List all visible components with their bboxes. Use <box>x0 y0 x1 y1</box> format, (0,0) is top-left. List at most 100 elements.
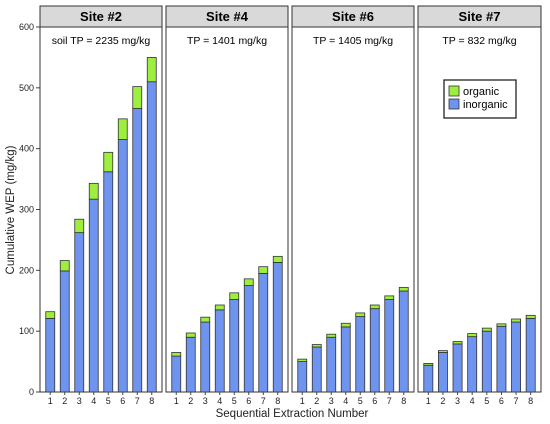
bar-organic <box>384 295 395 300</box>
x-tick-label: 8 <box>275 396 280 406</box>
y-axis: 0 100 200 300 400 500 600 <box>19 22 40 397</box>
bar-inorganic <box>525 317 536 393</box>
bar-organic <box>272 255 283 263</box>
facet-panel: Site #6 TP = 1405 mg/kg 1 2 3 4 5 6 7 8 <box>291 5 415 406</box>
bar-organic <box>467 333 478 338</box>
bar-organic <box>185 332 196 338</box>
bar-inorganic <box>171 355 182 393</box>
bar-inorganic <box>74 232 85 393</box>
bar-organic <box>326 333 337 338</box>
bar-inorganic <box>297 361 308 393</box>
x-tick-label: 5 <box>484 396 489 406</box>
x-tick-label: 6 <box>120 396 125 406</box>
x-tick-label: 7 <box>135 396 140 406</box>
y-tick-label: 500 <box>19 83 34 93</box>
bar-inorganic <box>200 321 211 393</box>
bar-inorganic <box>214 309 225 393</box>
facet-title: Site #7 <box>459 9 501 24</box>
y-tick-label: 200 <box>19 265 34 275</box>
x-tick-label: 6 <box>246 396 251 406</box>
bar-inorganic <box>272 262 283 393</box>
y-tick-label: 300 <box>19 205 34 215</box>
bar-organic <box>243 278 254 286</box>
bar-organic <box>214 304 225 311</box>
x-tick-label: 3 <box>455 396 460 406</box>
bar-organic <box>59 260 70 272</box>
bar-inorganic <box>496 325 507 393</box>
x-tick-label: 2 <box>440 396 445 406</box>
x-tick-label: 1 <box>174 396 179 406</box>
bar-organic <box>355 312 366 317</box>
bar-inorganic <box>326 336 337 393</box>
y-tick-label: 400 <box>19 144 34 154</box>
x-tick-label: 8 <box>401 396 406 406</box>
facet-annotation: TP = 1401 mg/kg <box>187 35 267 47</box>
bar-inorganic <box>117 139 128 393</box>
bar-inorganic <box>146 81 157 393</box>
facet-title: Site #2 <box>80 9 122 24</box>
bar-inorganic <box>355 316 366 393</box>
bar-organic <box>74 218 85 234</box>
x-tick-label: 5 <box>358 396 363 406</box>
bar-inorganic <box>258 272 269 393</box>
bar-organic <box>297 358 308 362</box>
bar-organic <box>229 292 240 300</box>
facet-plot-area <box>39 26 163 393</box>
bar-inorganic <box>132 108 143 393</box>
bar-organic <box>132 86 143 109</box>
x-tick-label: 1 <box>48 396 53 406</box>
x-tick-label: 5 <box>106 396 111 406</box>
bar-inorganic <box>45 317 56 393</box>
x-axis-title: Sequential Extraction Number <box>216 408 369 420</box>
y-tick-label: 600 <box>19 22 34 32</box>
facet-annotation: TP = 1405 mg/kg <box>313 35 393 47</box>
x-tick-label: 4 <box>470 396 475 406</box>
bar-inorganic <box>511 321 521 393</box>
bar-organic <box>171 352 182 357</box>
x-tick-label: 3 <box>77 396 82 406</box>
facet-panel: Site #7 TP = 832 mg/kg 1 2 3 4 5 6 7 8 <box>417 5 542 406</box>
bar-organic <box>311 344 322 348</box>
bar-organic <box>88 182 99 200</box>
x-tick-label: 2 <box>188 396 193 406</box>
bar-inorganic <box>88 198 99 393</box>
bar-inorganic <box>229 299 240 393</box>
bar-inorganic <box>311 346 322 393</box>
legend-swatch-organic <box>448 85 460 97</box>
x-tick-label: 3 <box>203 396 208 406</box>
bar-inorganic <box>467 336 478 393</box>
bar-organic <box>117 118 128 140</box>
facet-title: Site #6 <box>332 9 374 24</box>
x-tick-label: 4 <box>91 396 96 406</box>
bar-organic <box>369 304 380 310</box>
bar-inorganic <box>185 336 196 393</box>
x-tick-label: 6 <box>372 396 377 406</box>
y-axis-title: Cumulative WEP (mg/kg) <box>5 145 17 274</box>
bar-organic <box>452 341 463 345</box>
bar-inorganic <box>243 285 254 393</box>
bar-organic <box>146 57 157 83</box>
bar-inorganic <box>59 270 70 393</box>
x-tick-label: 3 <box>329 396 334 406</box>
bar-inorganic <box>438 352 448 393</box>
x-tick-label: 2 <box>314 396 319 406</box>
bar-organic <box>45 311 56 319</box>
bar-organic <box>103 151 114 173</box>
x-tick-label: 7 <box>514 396 519 406</box>
bar-inorganic <box>423 364 434 393</box>
x-tick-label: 4 <box>343 396 348 406</box>
x-tick-label: 4 <box>217 396 222 406</box>
bar-organic <box>398 286 409 292</box>
bar-inorganic <box>452 343 463 393</box>
bar-organic <box>258 266 269 274</box>
facet-title: Site #4 <box>206 9 249 24</box>
x-tick-label: 6 <box>499 396 504 406</box>
bar-organic <box>525 314 536 319</box>
legend-swatch-inorganic <box>448 98 460 110</box>
x-tick-label: 7 <box>261 396 266 406</box>
facet-annotation: soil TP = 2235 mg/kg <box>52 35 151 47</box>
legend-label-inorganic: inorganic <box>463 99 508 111</box>
bar-organic <box>496 323 507 327</box>
bar-inorganic <box>384 299 395 393</box>
